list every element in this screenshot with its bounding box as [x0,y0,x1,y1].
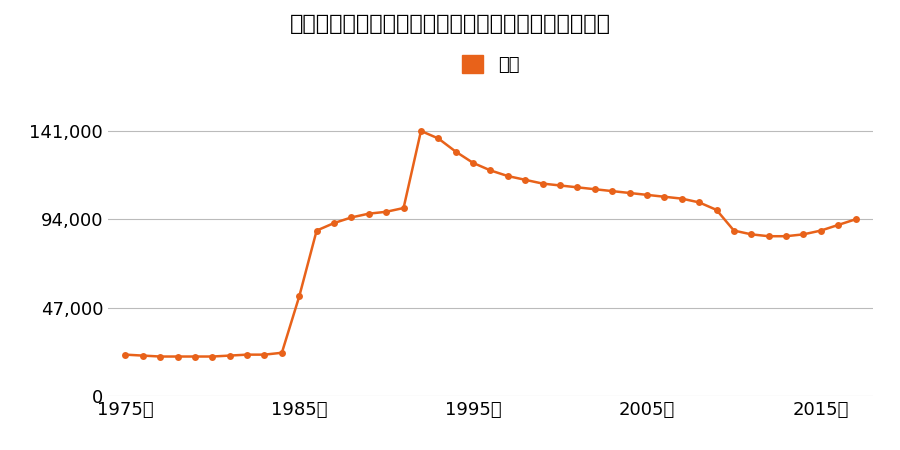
Text: 愛知県岡崎市岩津町字申堂３番４ほか２筆の地価推移: 愛知県岡崎市岩津町字申堂３番４ほか２筆の地価推移 [290,14,610,33]
Legend: 価格: 価格 [462,54,519,74]
